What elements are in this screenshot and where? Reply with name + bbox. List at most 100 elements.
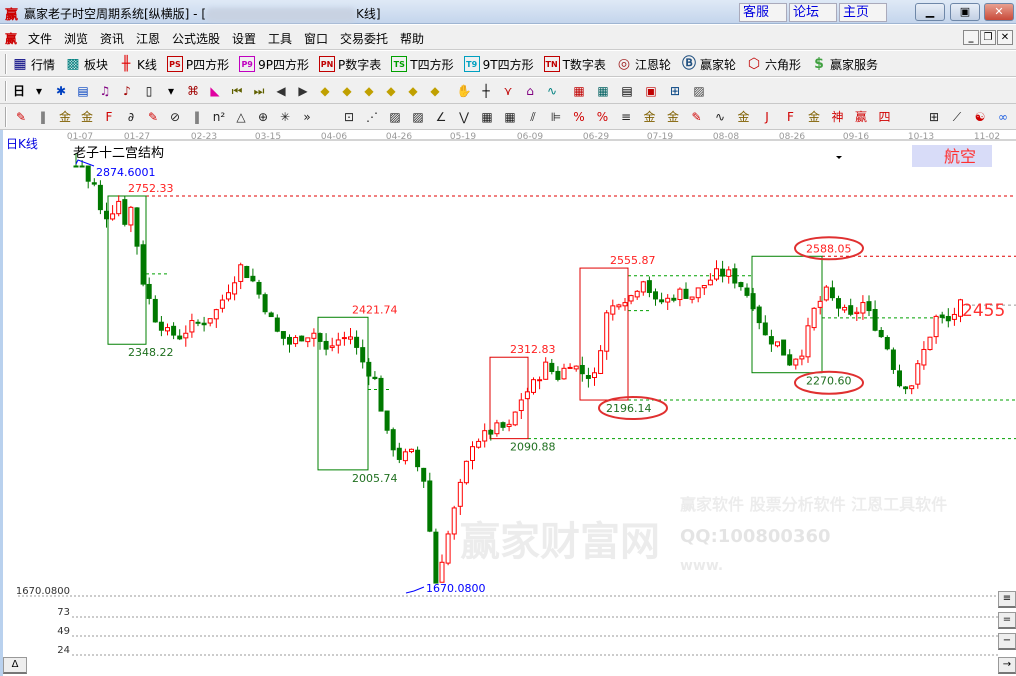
- f-icon[interactable]: F: [787, 110, 794, 124]
- flag-icon[interactable]: ◣: [210, 84, 220, 98]
- first-icon[interactable]: ⏮: [231, 84, 243, 98]
- export-icon[interactable]: ▨: [693, 84, 705, 98]
- next-icon[interactable]: ▶: [298, 84, 308, 98]
- percent-fan-icon[interactable]: %: [573, 110, 585, 124]
- infinity-icon[interactable]: ∞: [998, 110, 1008, 124]
- toolbar-gann-wheel-button[interactable]: ◎ 江恩轮: [616, 55, 671, 73]
- zoom-2-button[interactable]: =: [998, 612, 1016, 629]
- menu-trade[interactable]: 交易委托: [340, 32, 389, 46]
- network-icon[interactable]: ⊞: [669, 84, 681, 98]
- toolbar-quote-table-button[interactable]: ▦ 行情: [12, 55, 55, 73]
- n2-icon[interactable]: n²: [212, 110, 226, 124]
- fib-icon[interactable]: F: [105, 110, 113, 124]
- target-icon[interactable]: ⊕: [257, 110, 269, 124]
- toolbar-big-wheel-button[interactable]: Ⓑ 赢家轮: [681, 55, 736, 73]
- prev-icon[interactable]: ◀: [276, 84, 286, 98]
- line-icon[interactable]: ∿: [546, 84, 558, 98]
- wave9-icon[interactable]: ♪: [123, 84, 131, 98]
- toolbar-pn-button[interactable]: PN P数字表: [319, 55, 381, 73]
- percent-lines-icon[interactable]: ≡: [620, 110, 632, 124]
- zigzag-icon[interactable]: ⋁: [459, 110, 469, 124]
- grid2-icon[interactable]: ▦: [504, 110, 516, 124]
- zoom-1-button[interactable]: −: [998, 633, 1016, 650]
- toolbar-kline-button[interactable]: ╫ K线: [118, 55, 157, 73]
- toolbar-t9-button[interactable]: T9 9T四方形: [463, 55, 534, 73]
- toolbar-tn-button[interactable]: TN T数字表: [543, 55, 606, 73]
- last-icon[interactable]: ⏭: [253, 84, 265, 98]
- sine-icon[interactable]: ∿: [714, 110, 726, 124]
- pen3-icon[interactable]: ✎: [691, 110, 702, 124]
- percent-icon[interactable]: %: [596, 110, 609, 124]
- hand-icon[interactable]: ✋: [456, 84, 472, 98]
- menu-window[interactable]: 窗口: [304, 32, 329, 46]
- expand-h-icon[interactable]: ◆: [364, 84, 374, 98]
- lines-icon[interactable]: ‖: [40, 110, 46, 124]
- ruler-icon[interactable]: ⊫: [550, 110, 562, 124]
- maximize-button[interactable]: ▣: [950, 3, 980, 21]
- gold2-icon[interactable]: 金: [80, 110, 93, 124]
- j-icon[interactable]: J: [765, 110, 769, 124]
- four-icon[interactable]: 四: [878, 110, 891, 124]
- crosshair-grid-icon[interactable]: ⊞: [928, 110, 940, 124]
- menu-tools[interactable]: 工具: [268, 32, 293, 46]
- notes-icon[interactable]: ▤: [621, 84, 633, 98]
- shrink-h-icon[interactable]: ◆: [386, 84, 396, 98]
- gold-lines-icon[interactable]: 金: [666, 110, 679, 124]
- wave3-icon[interactable]: ♫: [99, 84, 111, 98]
- win-icon[interactable]: 赢: [854, 110, 867, 124]
- gold-icon[interactable]: 金: [58, 110, 71, 124]
- gold-red-icon[interactable]: 金: [737, 110, 750, 124]
- toolbar-ts-button[interactable]: TS T四方形: [391, 55, 454, 73]
- dropdown-icon[interactable]: ▾: [35, 84, 43, 98]
- toolbar-p9-button[interactable]: P9 9P四方形: [239, 55, 309, 73]
- toolbar-ps-button[interactable]: PS P四方形: [166, 55, 229, 73]
- pen2-icon[interactable]: ✎: [147, 110, 159, 124]
- cycle-icon[interactable]: ✱: [55, 84, 67, 98]
- menu-gann[interactable]: 江恩: [136, 32, 161, 46]
- scroll-right-button[interactable]: →: [998, 657, 1016, 674]
- calendar-icon[interactable]: ▦: [573, 84, 585, 98]
- period-selector[interactable]: 日: [12, 84, 25, 98]
- homepage-link[interactable]: 主页: [839, 3, 887, 22]
- square-fan2-icon[interactable]: ▨: [412, 110, 424, 124]
- menu-file[interactable]: 文件: [28, 32, 53, 46]
- more-icon[interactable]: »: [303, 110, 311, 124]
- node-icon[interactable]: ⌂: [526, 84, 534, 98]
- close-button[interactable]: ✕: [984, 3, 1014, 21]
- toolbar-grip[interactable]: [5, 54, 7, 74]
- right-diamond-icon[interactable]: ◆: [342, 84, 352, 98]
- gold-circle-icon[interactable]: 金: [643, 110, 656, 124]
- minimize-button[interactable]: ▁: [915, 3, 945, 21]
- mdi-minimize-button[interactable]: _: [963, 30, 979, 45]
- menu-settings[interactable]: 设置: [232, 32, 257, 46]
- menu-browse[interactable]: 浏览: [64, 32, 89, 46]
- toolbar-grip[interactable]: [5, 81, 7, 101]
- fan-icon[interactable]: ⋰: [366, 110, 378, 124]
- menu-formula[interactable]: 公式选股: [172, 32, 221, 46]
- delta-button[interactable]: Δ: [3, 657, 27, 674]
- angle-icon[interactable]: ∠: [435, 110, 447, 124]
- mdi-restore-button[interactable]: ❐: [980, 30, 996, 45]
- menu-news[interactable]: 资讯: [100, 32, 125, 46]
- menu-help[interactable]: 帮助: [400, 32, 425, 46]
- crosshair-icon[interactable]: ┼: [482, 84, 490, 98]
- customer-service-link[interactable]: 客服: [739, 3, 787, 22]
- calculator-icon[interactable]: ▦: [597, 84, 609, 98]
- web-icon[interactable]: ✳: [279, 110, 291, 124]
- kline-chart[interactable]: 01-07 01-27 02-23 03-15 04-06 04-26 05-19 06-09…: [0, 130, 1016, 676]
- zoom-3-button[interactable]: ≡: [998, 591, 1016, 608]
- toolbar-dollar-button[interactable]: $ 赢家服务: [811, 55, 878, 73]
- toolbar-sector-blocks-button[interactable]: ▩ 板块: [65, 55, 108, 73]
- god-icon[interactable]: 神: [831, 110, 844, 124]
- circle-icon[interactable]: ⊘: [169, 110, 181, 124]
- toolbar-hexagon-button[interactable]: ⬡ 六角形: [746, 55, 801, 73]
- grid-icon[interactable]: ▦: [481, 110, 493, 124]
- spiral-icon[interactable]: ∂: [127, 110, 135, 124]
- pen-red-icon[interactable]: ✎: [15, 110, 27, 124]
- lines2-icon[interactable]: ‖: [194, 110, 200, 124]
- triangle-icon[interactable]: △: [236, 110, 246, 124]
- square-fan-icon[interactable]: ▨: [389, 110, 401, 124]
- gold-angle-icon[interactable]: 金: [807, 110, 820, 124]
- mdi-close-button[interactable]: ✕: [997, 30, 1013, 45]
- dropdown-icon[interactable]: ▾: [167, 84, 175, 98]
